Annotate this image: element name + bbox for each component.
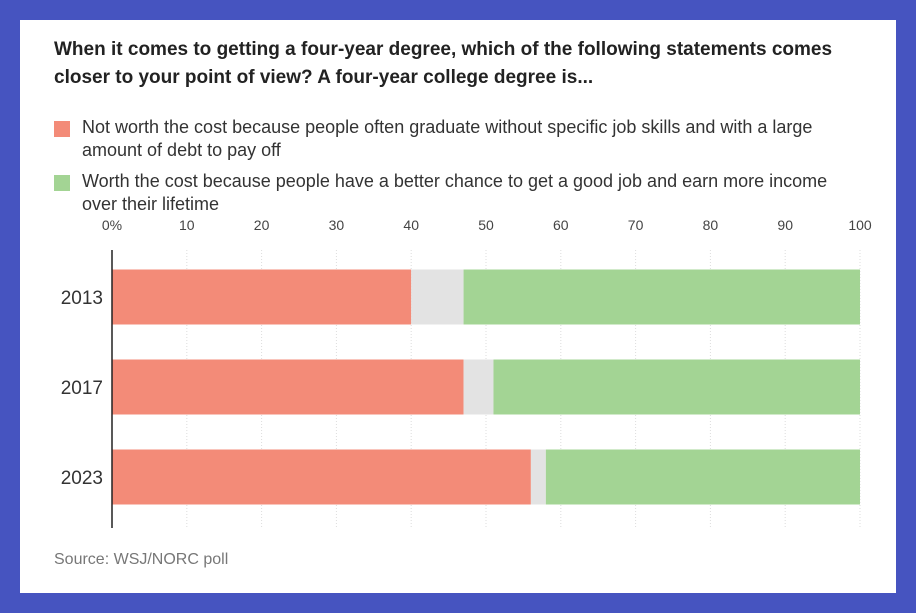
- x-tick-label: 10: [179, 217, 195, 233]
- x-tick-label: 30: [329, 217, 345, 233]
- x-tick-label: 50: [478, 217, 494, 233]
- bar-segment: [493, 359, 860, 415]
- legend-label-not-worth: Not worth the cost because people often …: [82, 117, 813, 160]
- x-tick-label: 70: [628, 217, 644, 233]
- legend-item-worth: Worth the cost because people have a bet…: [54, 170, 864, 216]
- x-tick-label: 80: [703, 217, 719, 233]
- legend-item-not-worth: Not worth the cost because people often …: [54, 116, 864, 162]
- bar-chart: 0% 10 20 30 40 50 60 70 80 90 100 2013 2017 2023: [61, 217, 872, 528]
- legend-label-worth: Worth the cost because people have a bet…: [82, 171, 828, 214]
- bar-segment: [112, 269, 412, 325]
- bar-segment: [530, 449, 546, 505]
- x-tick-label: 100: [848, 217, 872, 233]
- bar-segment: [545, 449, 860, 505]
- chart-card: When it comes to getting a four-year deg…: [20, 20, 896, 593]
- bar-segment: [411, 269, 464, 325]
- x-tick-label: 20: [254, 217, 270, 233]
- bar-segment: [463, 359, 494, 415]
- bar-segment: [463, 269, 860, 325]
- x-tick-label: 40: [403, 217, 419, 233]
- legend: Not worth the cost because people often …: [54, 116, 864, 224]
- category-label: 2013: [61, 288, 103, 309]
- bar-segment: [112, 449, 531, 505]
- bar-segment: [112, 359, 464, 415]
- category-label: 2023: [61, 468, 103, 489]
- legend-swatch-not-worth: [54, 121, 70, 137]
- x-tick-label: 0%: [102, 217, 122, 233]
- chart-title: When it comes to getting a four-year deg…: [54, 39, 833, 88]
- x-tick-label: 60: [553, 217, 569, 233]
- legend-swatch-worth: [54, 175, 70, 191]
- source-note: Source: WSJ/NORC poll: [54, 551, 229, 568]
- category-label: 2017: [61, 378, 103, 399]
- x-tick-label: 90: [777, 217, 793, 233]
